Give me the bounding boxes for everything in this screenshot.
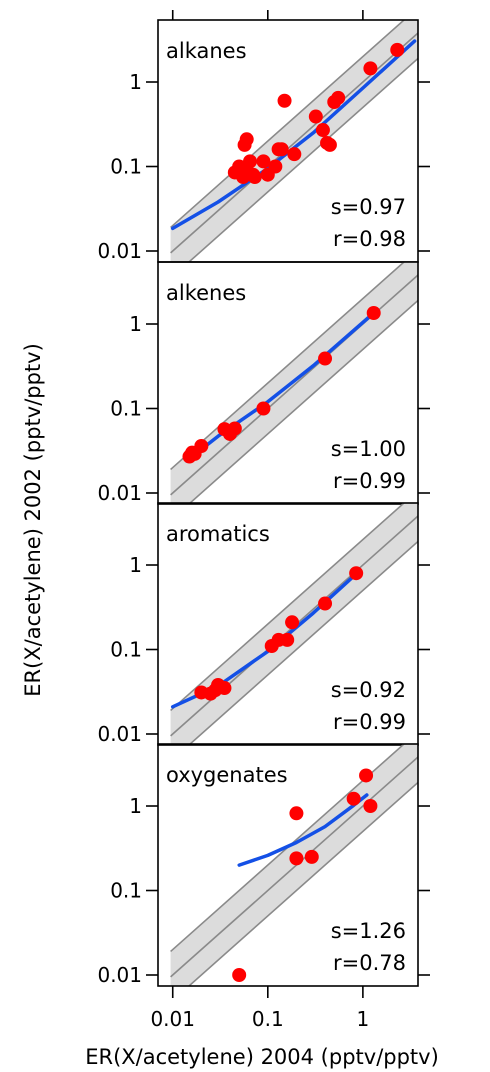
data-point — [277, 93, 292, 108]
y-tick-label: 0.01 — [97, 722, 142, 746]
lower-factor-line — [187, 781, 418, 986]
y-axis-label: ER(X/acetylene) 2002 (pptv/pptv) — [21, 343, 45, 697]
correlation-label: r=0.99 — [333, 710, 406, 734]
panel-frame — [157, 261, 419, 505]
panel-title: alkanes — [166, 39, 247, 63]
x-axis-label: ER(X/acetylene) 2004 (pptv/pptv) — [85, 1045, 439, 1069]
data-point — [363, 799, 378, 814]
data-point — [390, 42, 405, 57]
x-tick-label: 0.01 — [150, 1007, 195, 1031]
data-point — [256, 401, 271, 416]
upper-factor-line — [170, 20, 406, 229]
y-tick-label: 1 — [129, 70, 142, 94]
data-point — [217, 681, 232, 696]
y-tick-label: 0.1 — [110, 879, 142, 903]
factor-two-band — [170, 20, 418, 262]
1-to-1-line — [170, 274, 418, 496]
x-tick-label: 0.1 — [252, 1007, 284, 1031]
data-point — [289, 851, 304, 866]
y-tick-label: 1 — [129, 312, 142, 336]
panel-frame — [157, 502, 419, 746]
panel-title: aromatics — [166, 522, 270, 546]
data-point — [280, 632, 295, 647]
panel-title: oxygenates — [166, 763, 288, 787]
slope-label: s=1.26 — [331, 919, 406, 943]
lower-factor-line — [187, 540, 418, 745]
data-point — [243, 154, 258, 169]
panel-alkenes: 0.01 0.1 1 alkenes s=1.00 r=0.99 — [97, 261, 430, 505]
y-tick-label: 0.01 — [97, 481, 142, 505]
1-to-1-line — [170, 756, 418, 978]
data-point — [363, 61, 378, 76]
data-point — [239, 132, 254, 147]
data-point — [318, 351, 333, 366]
y-tick-label: 0.1 — [110, 397, 142, 421]
upper-factor-line — [170, 503, 406, 712]
y-tick-label: 0.1 — [110, 155, 142, 179]
lower-factor-line — [187, 299, 418, 504]
x-tick-label: 1 — [357, 1007, 370, 1031]
panel-title: alkenes — [166, 281, 246, 305]
data-point — [256, 154, 271, 169]
data-point — [289, 806, 304, 821]
lower-factor-line — [187, 57, 418, 262]
data-point — [274, 142, 289, 157]
y-tick-label: 0.01 — [97, 239, 142, 263]
data-point — [247, 170, 262, 185]
slope-label: s=0.92 — [331, 678, 406, 702]
upper-factor-line — [170, 262, 406, 471]
y-tick-label: 0.1 — [110, 638, 142, 662]
data-point — [232, 968, 247, 982]
data-point — [349, 566, 364, 581]
correlation-label: r=0.99 — [333, 469, 406, 493]
correlation-label: r=0.98 — [333, 227, 406, 251]
panel-aromatics: 0.01 0.1 1 aromatics s=0.92 r=0.99 — [97, 502, 430, 746]
panel-alkanes: 0.01 0.1 1 alkanes s=0.97 r=0.98 — [97, 10, 430, 263]
panels: 0.01 0.1 1 alkanes s=0.97 r=0.98 0.01 0.1 1 alken… — [97, 10, 430, 1031]
data-point — [346, 791, 361, 806]
data-point — [308, 109, 323, 124]
y-tick-label: 0.01 — [97, 963, 142, 987]
correlation-label: r=0.78 — [333, 951, 406, 975]
panel-oxygenates: 0.01 0.1 1 0.01 0.1 1 oxygenates s=1.26 r=0.78 — [97, 743, 430, 1031]
1-to-1-line — [170, 32, 418, 254]
panel-frame — [157, 743, 419, 987]
data-point — [304, 849, 319, 864]
data-point — [315, 123, 330, 138]
data-point — [322, 137, 337, 152]
data-point — [366, 305, 381, 320]
data-point — [227, 421, 242, 436]
slope-label: s=0.97 — [331, 195, 406, 219]
data-point — [287, 147, 302, 162]
data-point — [318, 596, 333, 611]
data-point — [268, 159, 283, 174]
y-tick-label: 1 — [129, 794, 142, 818]
data-point — [194, 438, 209, 453]
data-point — [359, 768, 374, 783]
y-tick-label: 1 — [129, 553, 142, 577]
data-point — [285, 615, 300, 630]
slope-label: s=1.00 — [331, 437, 406, 461]
data-point — [331, 90, 346, 105]
upper-factor-line — [170, 744, 406, 953]
